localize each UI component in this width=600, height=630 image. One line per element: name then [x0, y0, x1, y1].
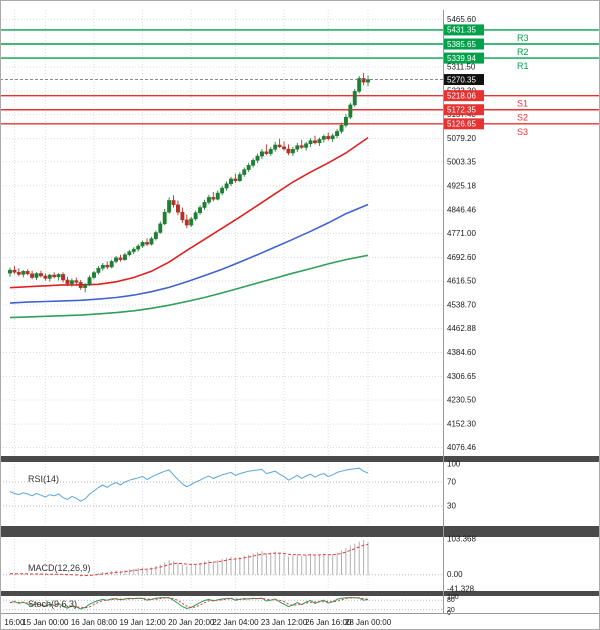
- svg-text:5003.35: 5003.35: [447, 157, 476, 166]
- rsi-indicator-label: RSI(14): [28, 474, 60, 484]
- ma-medium-blue: [9, 203, 369, 304]
- svg-text:4692.60: 4692.60: [447, 253, 476, 262]
- svg-text:R3: R3: [517, 33, 529, 43]
- svg-text:R2: R2: [517, 47, 529, 57]
- svg-text:0.00: 0.00: [447, 570, 463, 579]
- svg-text:30: 30: [447, 502, 456, 511]
- svg-text:5218.06: 5218.06: [447, 91, 476, 100]
- svg-text:5385.65: 5385.65: [447, 40, 476, 49]
- svg-text:S3: S3: [517, 127, 528, 137]
- svg-text:4538.70: 4538.70: [447, 301, 476, 310]
- svg-text:80: 80: [447, 597, 455, 604]
- svg-text:5311.50: 5311.50: [447, 62, 476, 71]
- svg-text:-41.328: -41.328: [447, 585, 475, 594]
- stoch-indicator-label: Stoch(9,6,3): [28, 599, 78, 609]
- svg-text:4846.46: 4846.46: [447, 206, 476, 215]
- svg-text:100: 100: [447, 594, 459, 601]
- rsi-panel: 100 70 30: [0, 460, 461, 511]
- svg-text:16 Jan 08:00: 16 Jan 08:00: [71, 618, 118, 627]
- svg-text:22 Jan 04:00: 22 Jan 04:00: [212, 618, 259, 627]
- stoch-panel: 10080200: [0, 594, 459, 617]
- svg-text:28 Jan 00:00: 28 Jan 00:00: [345, 618, 392, 627]
- svg-text:23 Jan 12:00: 23 Jan 12:00: [261, 618, 308, 627]
- macd-panel: 103.368 0.00 -41.328: [0, 535, 476, 594]
- stoch-d-line: [9, 597, 369, 609]
- price-axis-labels: 5465.605311.505233.305157.405079.205003.…: [447, 15, 476, 452]
- svg-text:4076.46: 4076.46: [447, 443, 476, 452]
- ma-slow-green: [9, 254, 369, 319]
- svg-text:5270.35: 5270.35: [447, 75, 476, 84]
- time-gridlines: [13, 10, 369, 613]
- svg-text:5431.35: 5431.35: [447, 26, 476, 35]
- pivot-name-labels: R3 R2 R1 S1 S2 S3: [517, 33, 529, 137]
- ma-fast-red: [9, 136, 369, 289]
- svg-text:S1: S1: [517, 99, 528, 109]
- svg-text:4152.30: 4152.30: [447, 420, 476, 429]
- svg-text:103.368: 103.368: [447, 535, 476, 544]
- svg-text:20 Jan 20:00: 20 Jan 20:00: [168, 618, 215, 627]
- macd-signal-line: [9, 543, 369, 577]
- svg-text:5465.60: 5465.60: [447, 15, 476, 24]
- svg-text:20: 20: [447, 607, 455, 614]
- svg-text:5126.65: 5126.65: [447, 120, 476, 129]
- panel-separators: [0, 456, 600, 596]
- svg-text:26 Jan 16:00: 26 Jan 16:00: [305, 618, 352, 627]
- svg-text:100: 100: [447, 460, 461, 469]
- svg-text:S2: S2: [517, 113, 528, 123]
- price-gridlines: [0, 18, 443, 448]
- svg-text:4306.65: 4306.65: [447, 372, 476, 381]
- svg-text:5172.35: 5172.35: [447, 106, 476, 115]
- svg-text:4230.50: 4230.50: [447, 395, 476, 404]
- svg-text:5079.20: 5079.20: [447, 134, 476, 143]
- svg-text:16:00: 16:00: [4, 618, 25, 627]
- svg-text:R1: R1: [517, 61, 529, 71]
- macd-indicator-label: MACD(12,26,9): [28, 563, 91, 573]
- pivot-lines: [0, 29, 600, 125]
- svg-text:4384.60: 4384.60: [447, 348, 476, 357]
- price-badges: 5431.35 5385.65 5339.94 5218.06 5172.35 5126.…: [444, 24, 484, 130]
- svg-text:4771.00: 4771.00: [447, 229, 476, 238]
- svg-text:4925.18: 4925.18: [447, 181, 476, 190]
- rsi-line: [9, 467, 369, 502]
- svg-text:4462.88: 4462.88: [447, 324, 476, 333]
- svg-text:4616.50: 4616.50: [447, 277, 476, 286]
- svg-text:15 Jan 00:00: 15 Jan 00:00: [22, 618, 69, 627]
- svg-text:19 Jan 12:00: 19 Jan 12:00: [119, 618, 166, 627]
- svg-text:5339.94: 5339.94: [447, 54, 476, 63]
- svg-text:70: 70: [447, 478, 456, 487]
- candles-layer: [8, 72, 370, 293]
